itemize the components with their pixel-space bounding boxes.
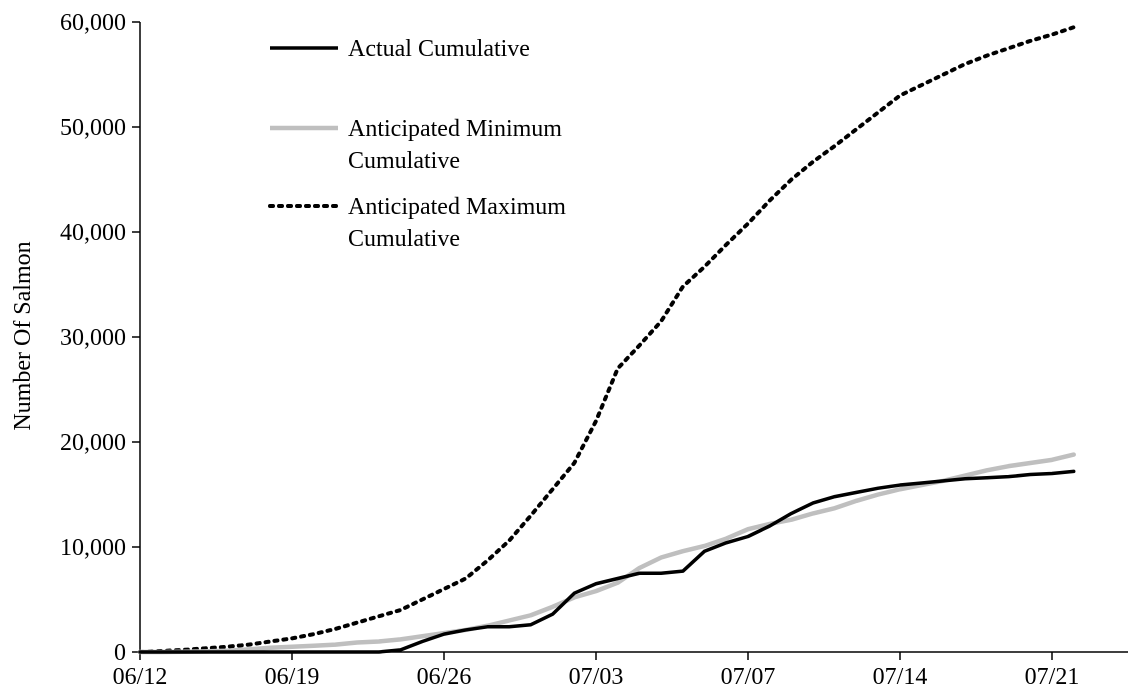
y-tick-label: 40,000 — [60, 220, 126, 246]
y-tick-label: 30,000 — [60, 325, 126, 351]
series-line-actual-cumulative — [138, 469, 1076, 654]
y-tick-label: 60,000 — [60, 10, 126, 36]
series-line-anticipated-maximum-cumulative — [138, 25, 1076, 654]
y-axis-ticks: 0 10,000 20,000 30,000 40,000 50,000 60,000 — [60, 10, 140, 666]
x-tick-label: 07/03 — [569, 664, 624, 690]
series-line-anticipated-minimum-cumulative — [137, 452, 1076, 655]
x-tick-label: 06/26 — [417, 664, 472, 690]
y-tick-label: 20,000 — [60, 430, 126, 456]
legend-label: Actual Cumulative — [348, 36, 530, 62]
y-tick-label: 50,000 — [60, 115, 126, 141]
y-tick-label: 0 — [114, 640, 126, 666]
legend: Actual Cumulative Anticipated Minimum Cumu… — [268, 36, 566, 252]
legend-label: Anticipated Maximum — [348, 194, 566, 220]
x-tick-label: 06/19 — [265, 664, 320, 690]
axes — [139, 22, 1128, 653]
x-tick-label: 07/21 — [1025, 664, 1080, 690]
x-axis-ticks: 06/12 06/19 06/26 07/03 07/07 07/14 07/21 — [113, 652, 1080, 690]
legend-label: Cumulative — [348, 148, 460, 174]
series-layer — [137, 25, 1076, 655]
legend-label: Cumulative — [348, 226, 460, 252]
y-axis-title-group: Number Of Salmon — [10, 241, 36, 430]
legend-label: Anticipated Minimum — [348, 116, 562, 142]
x-tick-label: 07/14 — [873, 664, 928, 690]
y-axis-title: Number Of Salmon — [10, 241, 36, 430]
y-tick-label: 10,000 — [60, 535, 126, 561]
x-tick-label: 07/07 — [721, 664, 776, 690]
x-tick-label: 06/12 — [113, 664, 168, 690]
